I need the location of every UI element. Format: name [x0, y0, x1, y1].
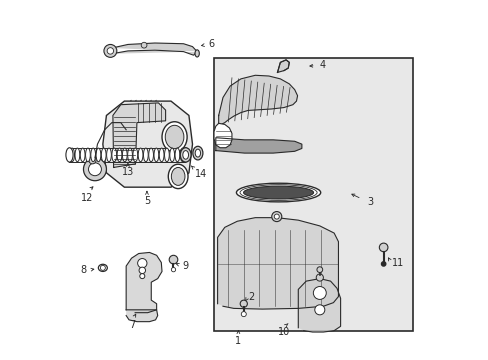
- Ellipse shape: [195, 50, 199, 57]
- Ellipse shape: [80, 148, 85, 162]
- Ellipse shape: [175, 148, 180, 162]
- Bar: [214, 58, 412, 330]
- Polygon shape: [298, 279, 340, 332]
- Ellipse shape: [195, 149, 200, 157]
- Circle shape: [100, 265, 105, 270]
- Polygon shape: [112, 43, 197, 55]
- Ellipse shape: [192, 146, 203, 160]
- Circle shape: [141, 42, 147, 48]
- Polygon shape: [215, 138, 301, 153]
- Ellipse shape: [138, 148, 142, 162]
- Ellipse shape: [117, 148, 122, 162]
- Ellipse shape: [169, 148, 174, 162]
- Ellipse shape: [171, 167, 184, 185]
- Circle shape: [139, 267, 145, 274]
- Text: 12: 12: [81, 193, 93, 203]
- Circle shape: [274, 214, 279, 219]
- Circle shape: [314, 305, 324, 315]
- Ellipse shape: [75, 148, 80, 162]
- Ellipse shape: [180, 148, 191, 162]
- Ellipse shape: [236, 183, 320, 202]
- Ellipse shape: [98, 264, 107, 271]
- Ellipse shape: [164, 148, 169, 162]
- Ellipse shape: [183, 150, 188, 159]
- Circle shape: [316, 274, 323, 281]
- Circle shape: [271, 212, 281, 222]
- Text: 3: 3: [366, 197, 372, 207]
- Circle shape: [240, 300, 247, 307]
- Ellipse shape: [159, 148, 163, 162]
- Ellipse shape: [162, 122, 187, 152]
- Polygon shape: [113, 103, 165, 167]
- Polygon shape: [214, 123, 231, 148]
- Text: 8: 8: [81, 265, 86, 275]
- Circle shape: [88, 163, 101, 176]
- Circle shape: [137, 258, 147, 268]
- Text: 7: 7: [129, 320, 136, 330]
- Ellipse shape: [106, 148, 111, 162]
- Ellipse shape: [101, 148, 106, 162]
- Ellipse shape: [165, 125, 183, 149]
- Circle shape: [241, 312, 246, 317]
- Text: 2: 2: [247, 292, 254, 302]
- Text: 13: 13: [122, 167, 134, 177]
- Text: 4: 4: [319, 60, 325, 70]
- Ellipse shape: [112, 148, 116, 162]
- Ellipse shape: [180, 148, 184, 162]
- Ellipse shape: [122, 148, 127, 162]
- Polygon shape: [102, 101, 192, 187]
- Circle shape: [140, 274, 144, 279]
- Ellipse shape: [70, 148, 74, 162]
- Circle shape: [169, 255, 178, 264]
- Ellipse shape: [91, 148, 95, 162]
- Circle shape: [381, 262, 385, 266]
- Circle shape: [83, 158, 106, 181]
- Text: 11: 11: [391, 258, 403, 268]
- Ellipse shape: [148, 148, 153, 162]
- Text: 1: 1: [235, 336, 241, 346]
- Ellipse shape: [243, 186, 313, 199]
- Polygon shape: [126, 252, 162, 313]
- Circle shape: [379, 243, 387, 252]
- Ellipse shape: [168, 164, 187, 189]
- Circle shape: [89, 157, 96, 164]
- Text: 14: 14: [195, 169, 207, 179]
- Text: 5: 5: [143, 196, 150, 206]
- Ellipse shape: [85, 148, 90, 162]
- Circle shape: [104, 44, 117, 57]
- Ellipse shape: [96, 148, 101, 162]
- Circle shape: [107, 48, 113, 54]
- Polygon shape: [126, 310, 158, 321]
- Polygon shape: [218, 75, 297, 125]
- Circle shape: [316, 267, 322, 273]
- Ellipse shape: [66, 148, 73, 162]
- Circle shape: [171, 267, 175, 272]
- Ellipse shape: [133, 148, 138, 162]
- Circle shape: [313, 287, 325, 300]
- Ellipse shape: [143, 148, 148, 162]
- Ellipse shape: [182, 148, 188, 162]
- Ellipse shape: [127, 148, 132, 162]
- Polygon shape: [217, 218, 338, 309]
- Text: 9: 9: [183, 261, 188, 271]
- Text: 10: 10: [277, 327, 289, 337]
- Ellipse shape: [154, 148, 159, 162]
- Polygon shape: [277, 60, 289, 72]
- Text: 6: 6: [207, 40, 214, 49]
